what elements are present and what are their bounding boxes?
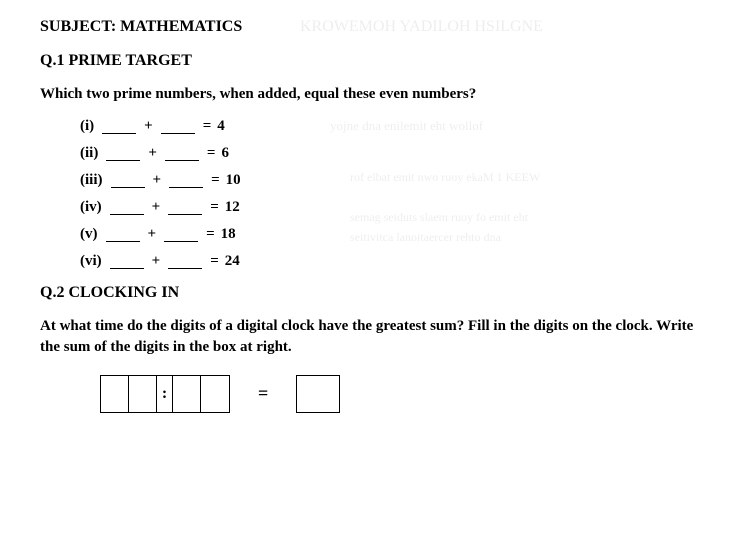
blank[interactable]: [168, 200, 202, 215]
plus-sign: +: [152, 199, 161, 216]
rhs-value: 10: [226, 172, 241, 189]
q1-item: (vi) + = 24: [80, 253, 700, 270]
subject-line: SUBJECT: MATHEMATICS: [40, 18, 700, 36]
q1-item: (i) + = 4: [80, 118, 700, 135]
clock-digit-box[interactable]: [129, 376, 157, 412]
equals-sign: =: [210, 199, 219, 216]
clock-digit-box[interactable]: [201, 376, 229, 412]
blank[interactable]: [106, 146, 140, 161]
equals-sign: =: [211, 172, 220, 189]
blank[interactable]: [110, 254, 144, 269]
item-label: (iv): [80, 199, 102, 216]
blank[interactable]: [106, 227, 140, 242]
q1-heading: Q.1 PRIME TARGET: [40, 52, 700, 70]
q1-items: (i) + = 4 (ii) + = 6 (iii) + = 10 (iv): [40, 118, 700, 270]
equals-sign: =: [206, 226, 215, 243]
rhs-value: 18: [221, 226, 236, 243]
blank[interactable]: [102, 119, 136, 134]
blank[interactable]: [169, 173, 203, 188]
blank[interactable]: [164, 227, 198, 242]
rhs-value: 6: [221, 145, 229, 162]
blank[interactable]: [161, 119, 195, 134]
q1-item: (ii) + = 6: [80, 145, 700, 162]
rhs-value: 12: [225, 199, 240, 216]
q1-item: (v) + = 18: [80, 226, 700, 243]
digital-clock: :: [100, 375, 230, 413]
plus-sign: +: [144, 118, 153, 135]
q2-prompt: At what time do the digits of a digital …: [40, 316, 700, 357]
blank[interactable]: [168, 254, 202, 269]
blank[interactable]: [111, 173, 145, 188]
sum-box[interactable]: [296, 375, 340, 413]
blank[interactable]: [165, 146, 199, 161]
q1-prompt: Which two prime numbers, when added, equ…: [40, 84, 700, 104]
item-label: (i): [80, 118, 94, 135]
item-label: (vi): [80, 253, 102, 270]
q1-item: (iv) + = 12: [80, 199, 700, 216]
rhs-value: 24: [225, 253, 240, 270]
plus-sign: +: [153, 172, 162, 189]
equals-sign: =: [203, 118, 212, 135]
item-label: (v): [80, 226, 98, 243]
plus-sign: +: [148, 145, 157, 162]
item-label: (iii): [80, 172, 103, 189]
plus-sign: +: [152, 253, 161, 270]
item-label: (ii): [80, 145, 98, 162]
rhs-value: 4: [217, 118, 225, 135]
clock-digit-box[interactable]: [173, 376, 201, 412]
equals-sign: =: [210, 253, 219, 270]
clock-digit-box[interactable]: [101, 376, 129, 412]
equals-sign: =: [207, 145, 216, 162]
clock-row: : =: [100, 375, 700, 413]
blank[interactable]: [110, 200, 144, 215]
q2-heading: Q.2 CLOCKING IN: [40, 284, 700, 302]
plus-sign: +: [148, 226, 157, 243]
clock-colon: :: [157, 376, 173, 412]
equals-sign: =: [258, 383, 268, 404]
q1-item: (iii) + = 10: [80, 172, 700, 189]
